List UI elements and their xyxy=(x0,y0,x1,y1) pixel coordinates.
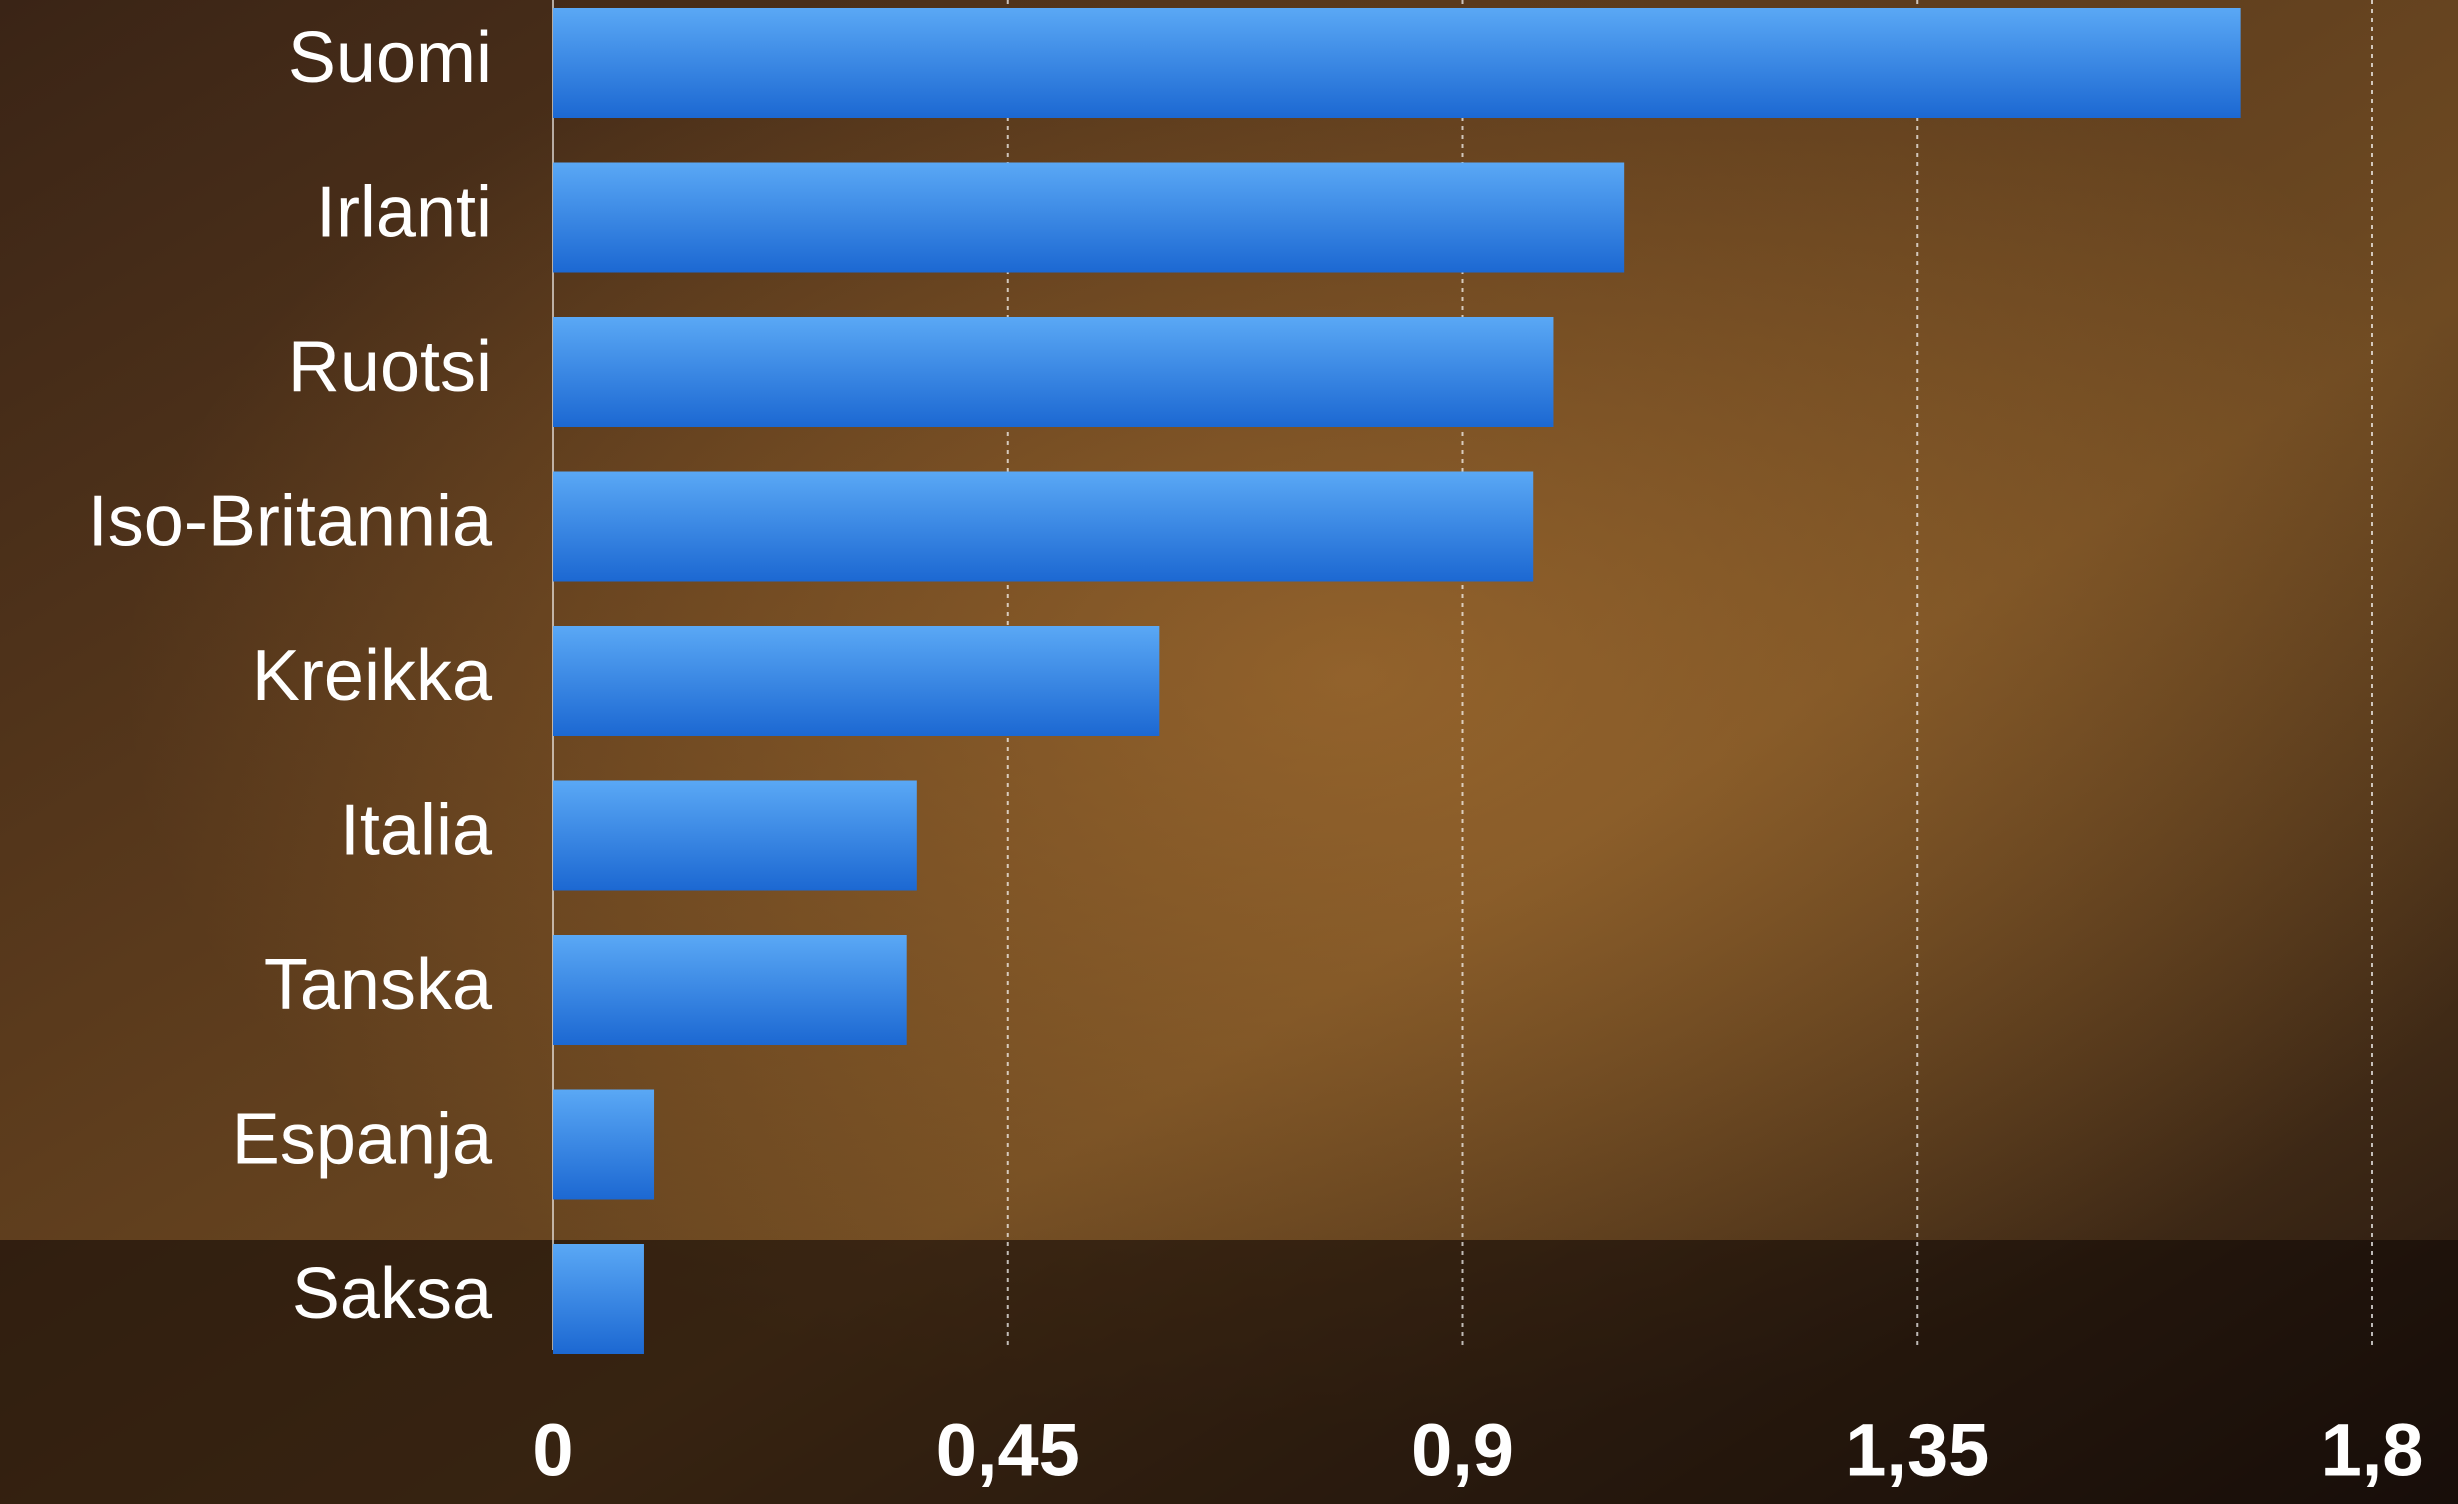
x-tick-label: 1,35 xyxy=(1845,1409,1989,1492)
y-tick-label: Suomi xyxy=(288,18,492,98)
bar xyxy=(553,1244,644,1354)
bar xyxy=(553,1089,655,1200)
y-tick-label: Iso-Britannia xyxy=(88,482,493,562)
y-tick-label: Tanska xyxy=(264,945,493,1025)
bar xyxy=(553,8,2241,118)
y-tick-label: Italia xyxy=(340,791,493,871)
bar xyxy=(553,935,907,1045)
x-tick-label: 0,45 xyxy=(936,1409,1080,1492)
bar xyxy=(553,471,1534,582)
y-tick-label: Espanja xyxy=(232,1100,493,1180)
counter xyxy=(0,1240,2458,1504)
x-tick-label: 0 xyxy=(532,1409,573,1492)
y-tick-label: Kreikka xyxy=(252,636,493,716)
y-tick-label: Ruotsi xyxy=(288,327,492,407)
y-tick-label: Irlanti xyxy=(316,173,492,253)
bar xyxy=(553,317,1554,427)
x-tick-label: 1,8 xyxy=(2321,1409,2424,1492)
bar xyxy=(553,780,917,891)
bar xyxy=(553,162,1625,273)
y-tick-label: Saksa xyxy=(292,1254,493,1334)
bar xyxy=(553,626,1160,736)
x-tick-label: 0,9 xyxy=(1411,1409,1514,1492)
